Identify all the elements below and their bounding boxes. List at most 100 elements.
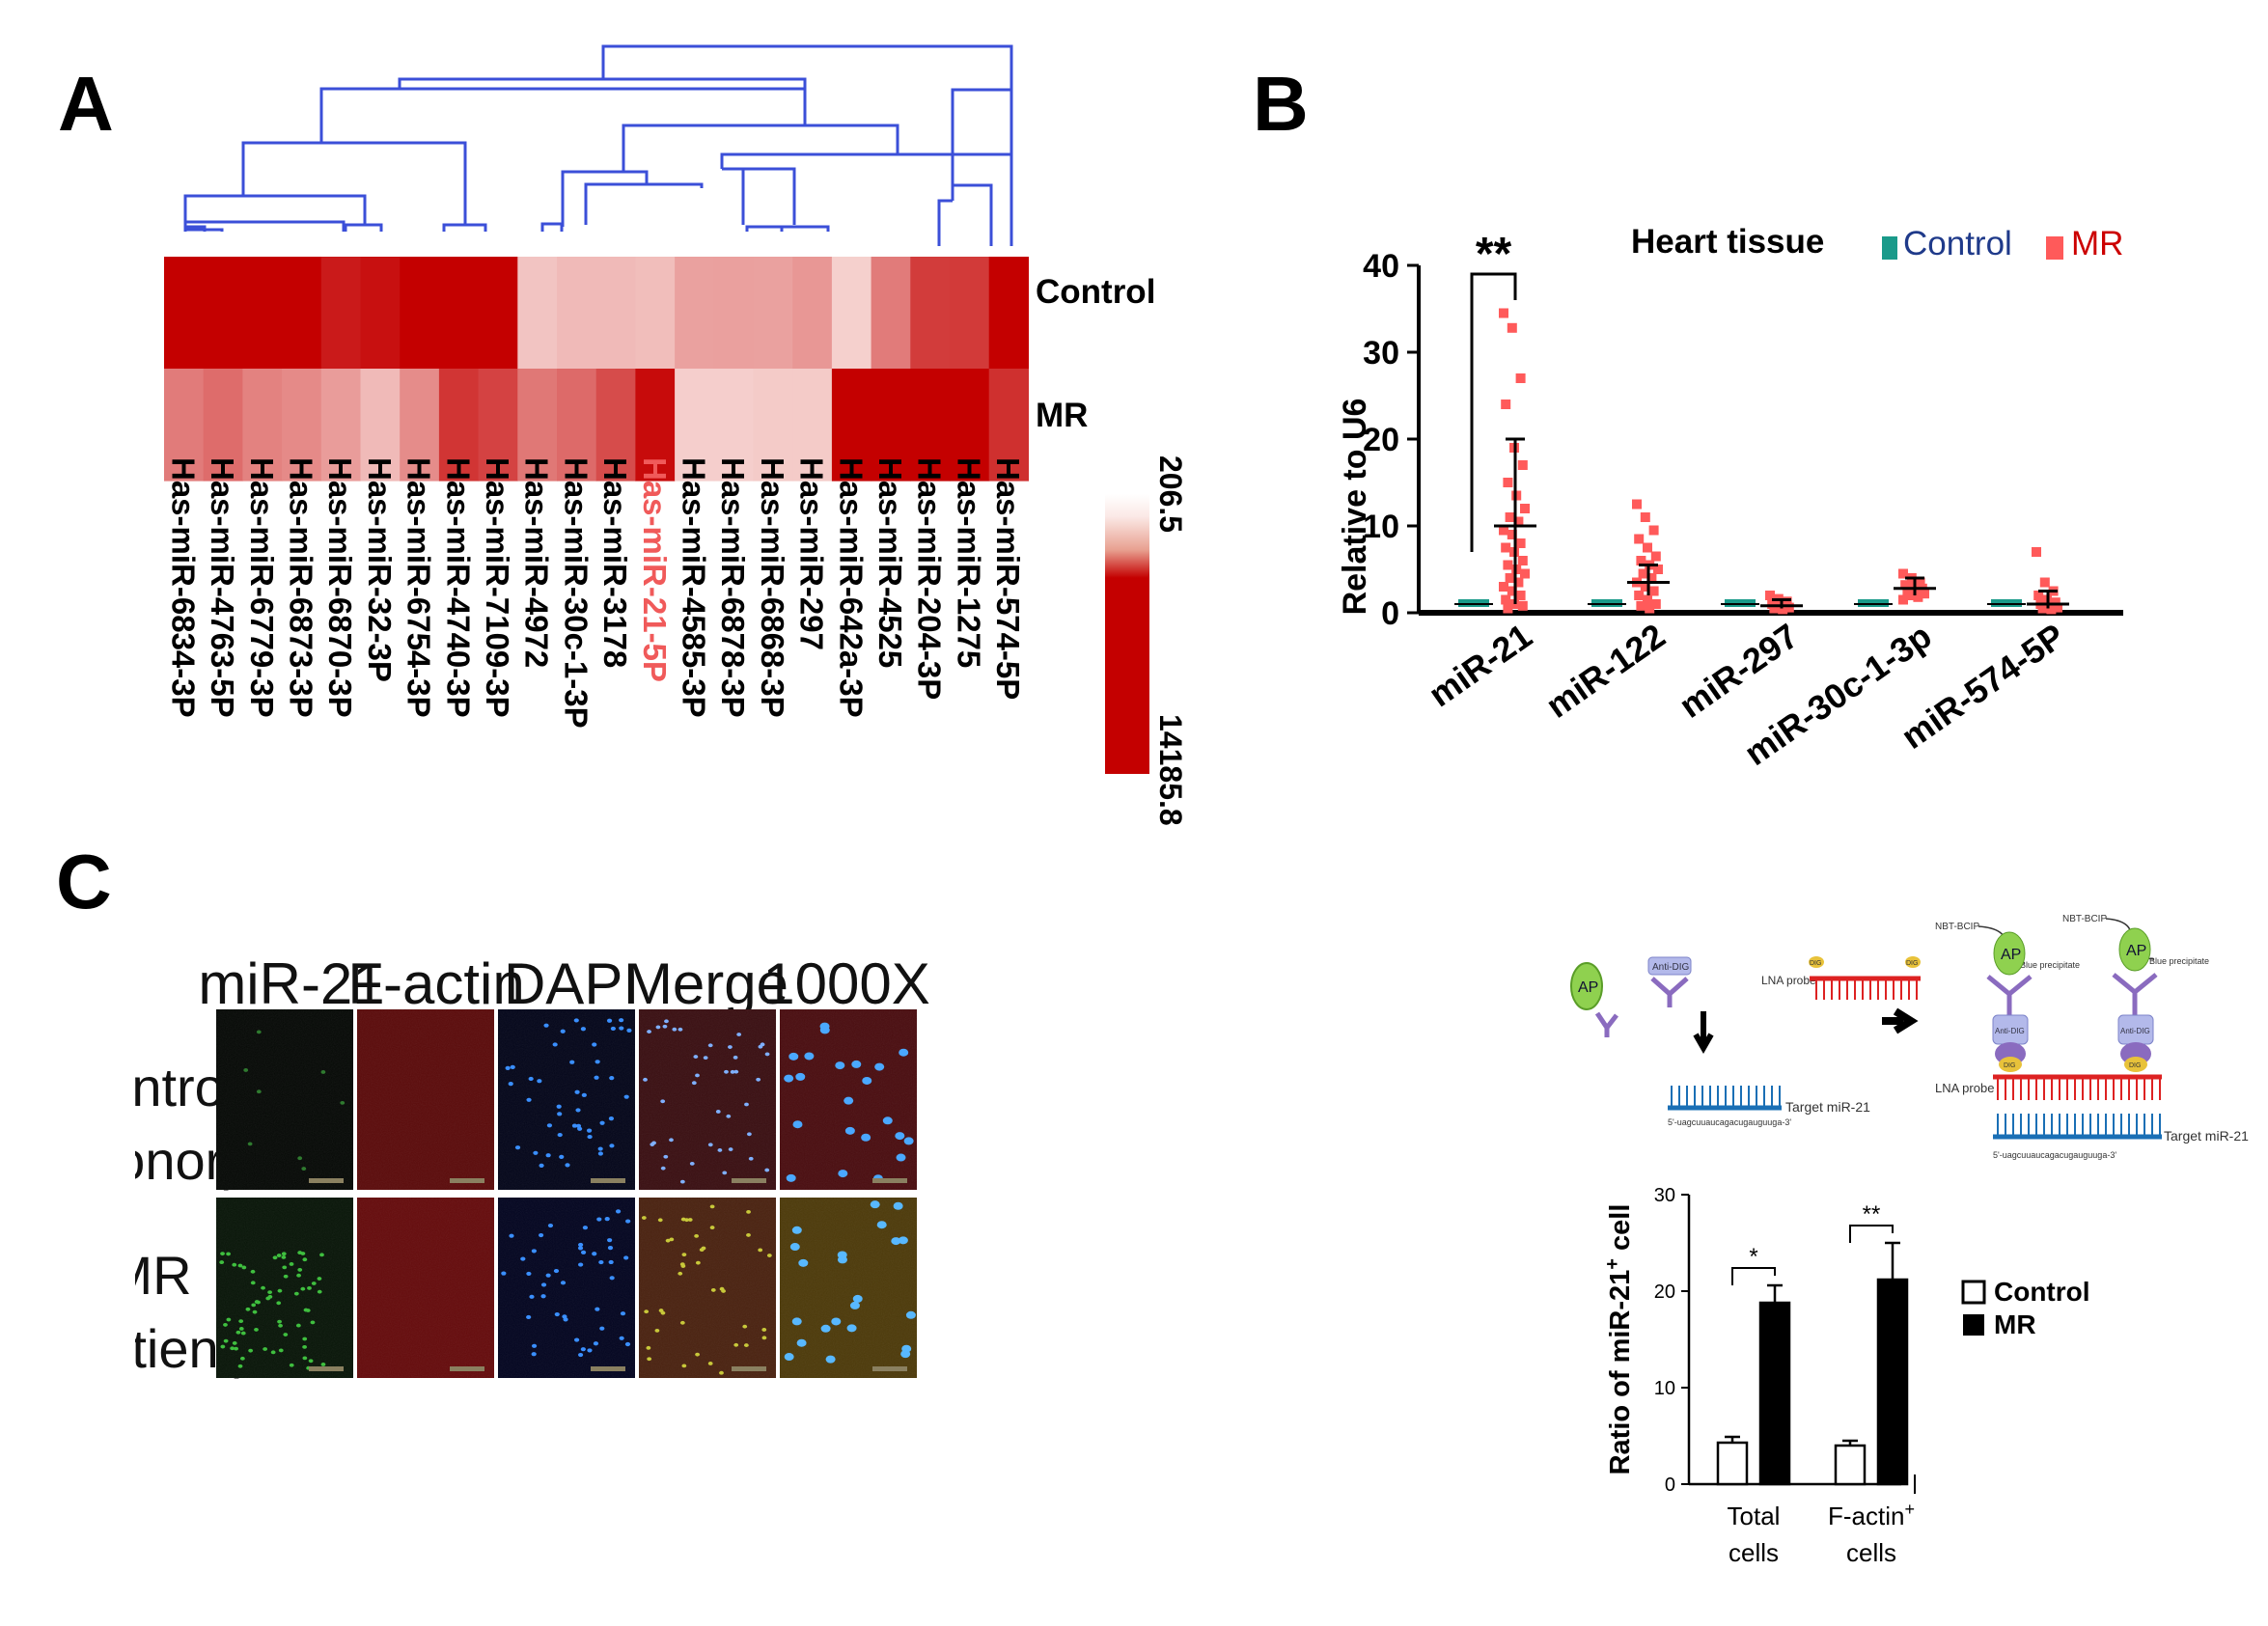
cell-nucleus (226, 1317, 232, 1322)
heatmap-cell (400, 369, 440, 482)
cell-nucleus (655, 1025, 661, 1030)
cell-nucleus (689, 1161, 695, 1166)
scale-bar (309, 1366, 344, 1371)
cell-nucleus (644, 1309, 650, 1314)
cell-nucleus (540, 1294, 546, 1299)
heatmap-cell (360, 369, 401, 482)
microscopy-tile-texture (216, 1198, 353, 1378)
cell-nucleus (896, 1153, 906, 1162)
anti-dig-label: Anti-DIG (1652, 962, 1690, 973)
cell-nucleus (223, 1322, 228, 1327)
heatmap-cell (282, 369, 322, 482)
cell-nucleus (625, 1219, 631, 1224)
cell-nucleus (744, 1102, 749, 1107)
mr-point (1501, 594, 1511, 605)
mr-point (2033, 591, 2044, 600)
cell-nucleus (615, 1209, 622, 1214)
cell-nucleus (831, 1317, 842, 1326)
dig-icon (1809, 956, 1824, 968)
ap-label-2: AP (2001, 947, 2021, 963)
cell-nucleus (319, 1253, 324, 1257)
microscopy-tile-texture (780, 1198, 917, 1378)
mr-point (1653, 565, 1663, 574)
bar (1834, 1444, 1867, 1486)
heatmap-cell (557, 257, 597, 370)
heatmap-cell (792, 257, 833, 370)
mr-point (1636, 556, 1646, 565)
cell-nucleus (289, 1262, 294, 1266)
mr-point (1898, 594, 1908, 605)
cell-nucleus (646, 1345, 651, 1350)
cell-nucleus (900, 1350, 911, 1359)
lna-probe-top: LNA probe DIG DIG (1761, 956, 1921, 1000)
mr-point (1634, 534, 1645, 544)
mr-point (1648, 586, 1659, 596)
cell-nucleus (719, 1286, 725, 1291)
cell-nucleus (582, 1226, 589, 1230)
color-scale-min-label: 206.5 (1153, 455, 1188, 533)
blue-precipitate-label-1: Blue precipitate (2020, 960, 2080, 970)
heatmap-cell (910, 257, 951, 370)
heatmap-cell (635, 369, 676, 482)
cell-nucleus (320, 1070, 326, 1074)
y-axis-label: Ratio of miR-21+ cell (1602, 1204, 1636, 1475)
heatmap-cell (282, 257, 322, 370)
cell-nucleus (501, 1271, 507, 1276)
heatmap-cell (242, 257, 283, 370)
mr-point (1643, 594, 1652, 605)
dendrogram (183, 44, 1013, 246)
y-tick-label: 20 (1654, 1282, 1675, 1303)
cell-nucleus (620, 1311, 626, 1316)
cell-nucleus (543, 1023, 549, 1028)
heatmap-row-labels: Control MR (1036, 273, 1155, 434)
cell-nucleus (533, 1150, 539, 1155)
cell-nucleus (587, 1134, 593, 1140)
heatmap-column-label: Has-miR-3178 (597, 457, 633, 668)
cell-nucleus (281, 1252, 287, 1256)
cell-nucleus (565, 1163, 570, 1168)
cell-nucleus (905, 1310, 916, 1319)
lna-probe-label-2: LNA probe (1935, 1081, 1994, 1095)
cell-nucleus (619, 1018, 624, 1023)
cell-nucleus (276, 1301, 282, 1306)
heatmap-cells (164, 257, 1029, 482)
cell-nucleus (609, 1144, 615, 1148)
cell-nucleus (526, 1314, 532, 1320)
cell-nucleus (726, 1114, 732, 1118)
cell-nucleus (647, 1357, 652, 1362)
y-tick-label: 0 (1665, 1474, 1675, 1496)
cell-nucleus (728, 1045, 733, 1049)
x-tick-label: miR-122 (1538, 616, 1672, 726)
cell-nucleus (623, 1094, 629, 1099)
cell-nucleus (256, 1030, 262, 1034)
cell-nucleus (608, 1116, 615, 1121)
heatmap-column-label: Has-miR-4585-3P (676, 457, 711, 718)
cell-nucleus (825, 1355, 836, 1364)
cell-nucleus (510, 1064, 515, 1069)
cell-nucleus (546, 1123, 553, 1128)
color-scale-max-label: 14185.8 (1153, 714, 1188, 826)
mr-point (1902, 585, 1913, 595)
y-axis-label-suffix: cell (1605, 1204, 1636, 1258)
mr-point (1915, 577, 1925, 588)
scale-bar (309, 1178, 344, 1183)
cell-nucleus (693, 1055, 699, 1059)
anti-dig-antibody-icon (1650, 977, 1689, 1007)
cell-nucleus (701, 1246, 706, 1251)
cell-nucleus (545, 1273, 551, 1278)
cell-nucleus (789, 1243, 800, 1252)
mr-point (1646, 573, 1657, 583)
cell-nucleus (795, 1072, 806, 1081)
cell-nucleus (761, 1328, 767, 1332)
heatmap-column-label: Has-miR-4972 (519, 457, 555, 668)
cell-nucleus (703, 1056, 708, 1061)
cell-nucleus (230, 1346, 235, 1351)
cell-nucleus (657, 1218, 663, 1223)
cell-nucleus (238, 1319, 244, 1324)
cell-nucleus (276, 1254, 282, 1257)
heatmap-cell (753, 369, 793, 482)
mr-point (2037, 603, 2048, 614)
cell-nucleus (247, 1142, 253, 1146)
bar (1876, 1278, 1909, 1486)
y-tick-label: 10 (1363, 509, 1399, 545)
